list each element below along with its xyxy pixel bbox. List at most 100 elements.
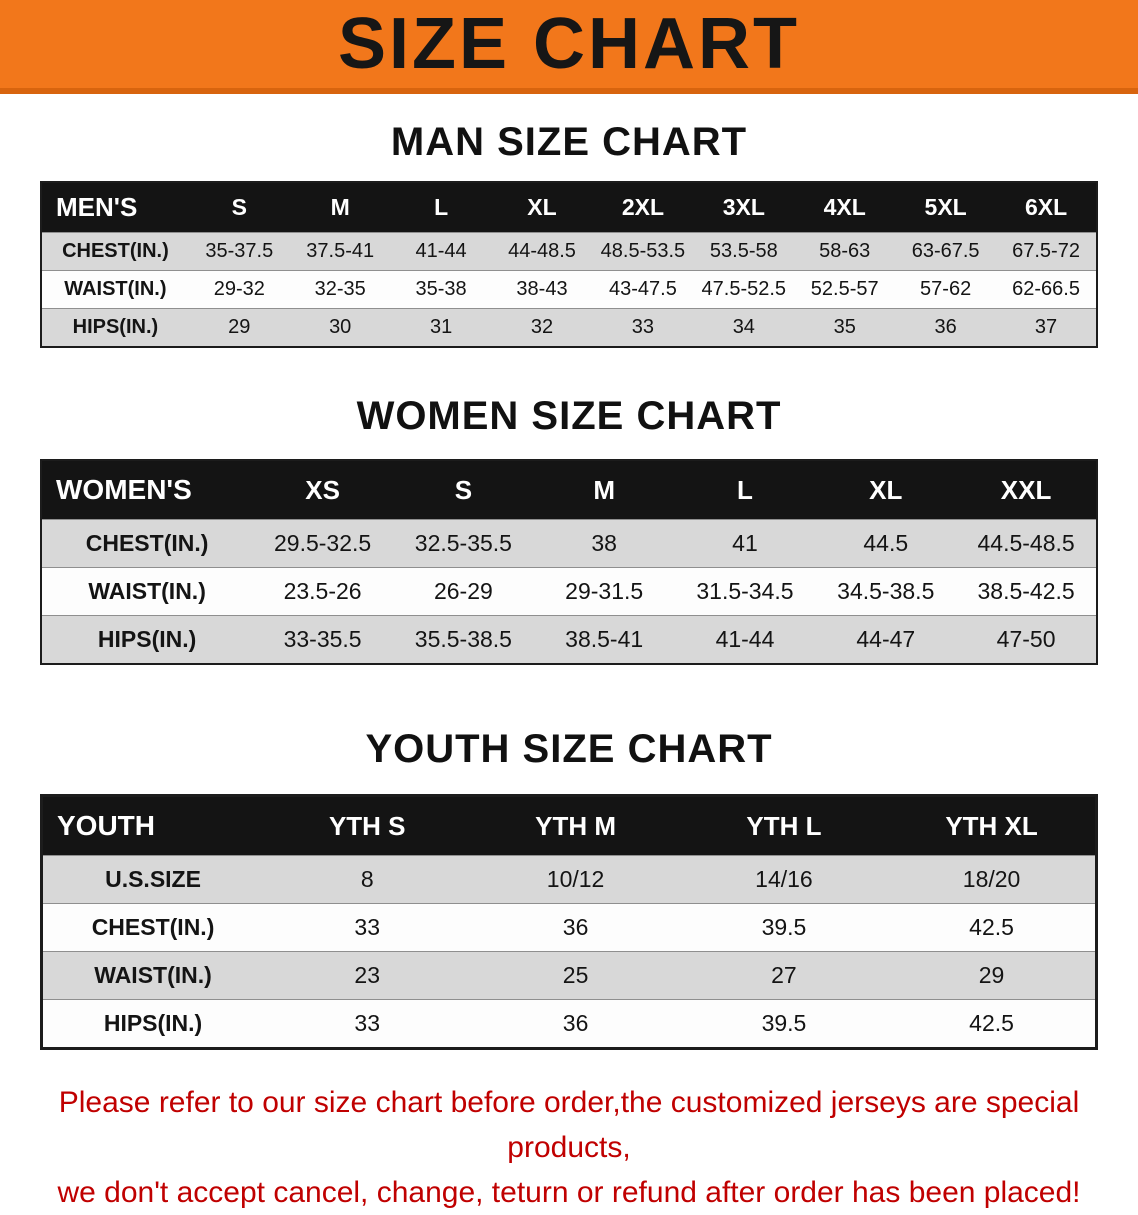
size-value-cell: 35-37.5 [188, 232, 290, 271]
table-header-row: WOMEN'S XS S M L XL XXL [41, 460, 1097, 520]
row-label: CHEST(IN.) [41, 232, 189, 271]
size-value-cell: 41-44 [390, 232, 492, 271]
table-row: HIPS(IN.) 33 36 39.5 42.5 [41, 999, 1097, 1049]
size-value-cell: 53.5-58 [693, 232, 795, 271]
size-value-cell: 38-43 [491, 270, 593, 309]
column-header: YTH L [679, 795, 889, 856]
size-value-cell: 47.5-52.5 [693, 270, 795, 309]
size-value-cell: 44-47 [815, 615, 957, 664]
men-size-table: MEN'S S M L XL 2XL 3XL 4XL 5XL 6XL CHEST(IN.) 35-37… [40, 181, 1098, 348]
size-value-cell: 37.5-41 [289, 232, 391, 271]
youth-size-table: YOUTH YTH S YTH M YTH L YTH XL U.S.SIZE 8 10/12… [40, 794, 1098, 1050]
table-header-row: YOUTH YTH S YTH M YTH L YTH XL [41, 795, 1097, 856]
size-value-cell: 27 [679, 951, 889, 1000]
column-header: XS [252, 460, 393, 520]
size-value-cell: 29-32 [188, 270, 290, 309]
table-corner-label: WOMEN'S [41, 460, 253, 520]
size-value-cell: 33 [592, 308, 694, 347]
size-value-cell: 32-35 [289, 270, 391, 309]
row-label: WAIST(IN.) [41, 951, 264, 1000]
size-value-cell: 38 [533, 519, 675, 568]
size-value-cell: 32.5-35.5 [392, 519, 534, 568]
size-value-cell: 29 [188, 308, 290, 347]
table-row: WAIST(IN.) 29-32 32-35 35-38 38-43 43-47.5 47.… [41, 270, 1097, 309]
column-header: 2XL [592, 182, 694, 233]
women-size-table: WOMEN'S XS S M L XL XXL CHEST(IN.) 29.5-32.5 32.5… [40, 459, 1098, 665]
size-value-cell: 42.5 [888, 903, 1097, 952]
size-value-cell: 41-44 [674, 615, 816, 664]
row-label: WAIST(IN.) [41, 567, 253, 616]
size-value-cell: 62-66.5 [996, 270, 1097, 309]
size-value-cell: 30 [289, 308, 391, 347]
column-header: M [533, 460, 675, 520]
column-header: S [392, 460, 534, 520]
table-row: HIPS(IN.) 33-35.5 35.5-38.5 38.5-41 41-44 44-… [41, 615, 1097, 664]
size-value-cell: 42.5 [888, 999, 1097, 1049]
size-value-cell: 39.5 [679, 903, 889, 952]
size-value-cell: 57-62 [895, 270, 997, 309]
size-value-cell: 36 [471, 903, 680, 952]
table-corner-label: MEN'S [41, 182, 189, 233]
column-header: 5XL [895, 182, 997, 233]
column-header: L [390, 182, 492, 233]
row-label: CHEST(IN.) [41, 519, 253, 568]
table-row: WAIST(IN.) 23.5-26 26-29 29-31.5 31.5-34.5 34… [41, 567, 1097, 616]
column-header: YTH XL [888, 795, 1097, 856]
size-value-cell: 58-63 [794, 232, 896, 271]
size-value-cell: 33 [263, 999, 472, 1049]
row-label: CHEST(IN.) [41, 903, 264, 952]
size-value-cell: 39.5 [679, 999, 889, 1049]
size-value-cell: 10/12 [471, 855, 680, 904]
column-header: XXL [956, 460, 1097, 520]
size-value-cell: 35 [794, 308, 896, 347]
row-label: HIPS(IN.) [41, 308, 189, 347]
size-value-cell: 44.5 [815, 519, 957, 568]
table-corner-label: YOUTH [41, 795, 264, 856]
notice-line-2: we don't accept cancel, change, teturn o… [57, 1176, 1081, 1209]
size-value-cell: 35-38 [390, 270, 492, 309]
size-value-cell: 23 [263, 951, 472, 1000]
size-value-cell: 32 [491, 308, 593, 347]
size-value-cell: 34.5-38.5 [815, 567, 957, 616]
size-value-cell: 29 [888, 951, 1097, 1000]
row-label: HIPS(IN.) [41, 615, 253, 664]
column-header: YTH M [471, 795, 680, 856]
size-value-cell: 47-50 [956, 615, 1097, 664]
banner-title: SIZE CHART [338, 4, 800, 84]
size-value-cell: 48.5-53.5 [592, 232, 694, 271]
women-size-chart-title: WOMEN SIZE CHART [356, 394, 782, 438]
size-value-cell: 26-29 [392, 567, 534, 616]
order-notice: Please refer to our size chart before or… [24, 1080, 1114, 1215]
table-row: WAIST(IN.) 23 25 27 29 [41, 951, 1097, 1000]
size-value-cell: 44.5-48.5 [956, 519, 1097, 568]
size-value-cell: 23.5-26 [252, 567, 393, 616]
column-header: YTH S [263, 795, 472, 856]
size-value-cell: 41 [674, 519, 816, 568]
size-value-cell: 34 [693, 308, 795, 347]
column-header: 4XL [794, 182, 896, 233]
youth-size-chart-title: YOUTH SIZE CHART [365, 727, 773, 771]
men-size-section: MAN SIZE CHART MEN'S S M L XL 2XL 3XL 4XL 5XL 6XL… [0, 120, 1138, 348]
size-value-cell: 33-35.5 [252, 615, 393, 664]
notice-line-1: Please refer to our size chart before or… [58, 1086, 1080, 1164]
size-chart-banner: SIZE CHART [0, 0, 1138, 94]
size-value-cell: 36 [895, 308, 997, 347]
size-value-cell: 37 [996, 308, 1097, 347]
size-value-cell: 43-47.5 [592, 270, 694, 309]
column-header: 3XL [693, 182, 795, 233]
size-value-cell: 52.5-57 [794, 270, 896, 309]
women-size-section: WOMEN SIZE CHART WOMEN'S XS S M L XL XXL CHEST(… [0, 394, 1138, 665]
size-value-cell: 35.5-38.5 [392, 615, 534, 664]
row-label: WAIST(IN.) [41, 270, 189, 309]
column-header: M [289, 182, 391, 233]
size-value-cell: 31.5-34.5 [674, 567, 816, 616]
youth-size-section: YOUTH SIZE CHART YOUTH YTH S YTH M YTH L YTH… [0, 727, 1138, 1050]
row-label: HIPS(IN.) [41, 999, 264, 1049]
column-header: XL [491, 182, 593, 233]
size-value-cell: 67.5-72 [996, 232, 1097, 271]
table-header-row: MEN'S S M L XL 2XL 3XL 4XL 5XL 6XL [41, 182, 1097, 233]
size-value-cell: 36 [471, 999, 680, 1049]
size-value-cell: 31 [390, 308, 492, 347]
size-value-cell: 14/16 [679, 855, 889, 904]
table-row: HIPS(IN.) 29 30 31 32 33 34 35 36 37 [41, 308, 1097, 347]
